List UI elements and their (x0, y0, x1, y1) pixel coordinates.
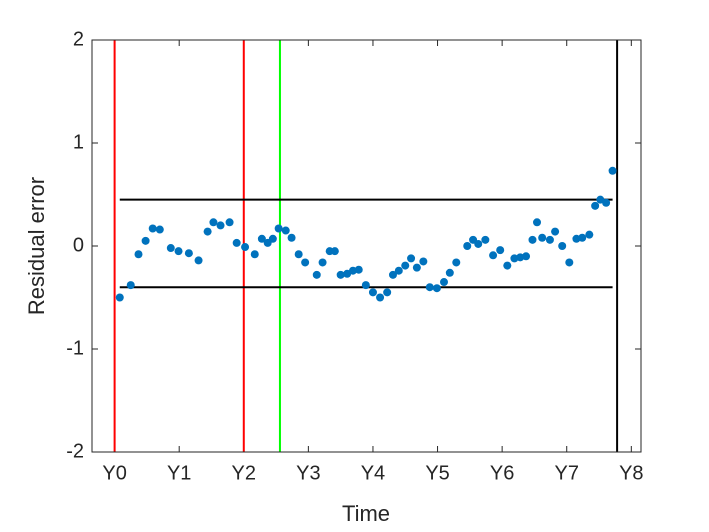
point (318, 258, 327, 267)
point (591, 201, 600, 210)
point (489, 251, 498, 260)
point (503, 261, 512, 270)
point (301, 258, 310, 267)
x-tick-label: Y6 (490, 462, 514, 484)
x-tick-label: Y4 (361, 462, 385, 484)
point (551, 227, 560, 236)
point (294, 250, 303, 259)
y-tick-label: 0 (73, 234, 84, 256)
point (281, 226, 290, 235)
point (376, 293, 385, 302)
point (250, 250, 259, 259)
x-tick-label: Y5 (425, 462, 449, 484)
point (608, 166, 617, 175)
point (394, 266, 403, 275)
point (585, 230, 594, 239)
y-axis-label: Residual error (24, 177, 49, 315)
point (274, 224, 283, 233)
point (528, 235, 537, 244)
point (126, 281, 135, 290)
point (361, 281, 370, 290)
x-tick-label: Y2 (232, 462, 256, 484)
point (463, 242, 472, 250)
point (148, 224, 157, 233)
point (216, 221, 225, 230)
point (388, 270, 397, 279)
point (368, 288, 377, 297)
point (383, 288, 392, 297)
point (134, 250, 143, 259)
x-tick-label: Y3 (296, 462, 320, 484)
point (565, 258, 574, 267)
point (241, 243, 250, 252)
y-tick-label: -2 (66, 440, 84, 462)
point (533, 218, 542, 227)
point (166, 244, 175, 253)
point (445, 268, 454, 277)
point (432, 284, 441, 293)
y-tick-label: 1 (73, 131, 84, 153)
x-tick-label: Y7 (554, 462, 578, 484)
point (602, 198, 611, 207)
point (203, 227, 212, 236)
point (545, 235, 554, 244)
point (287, 233, 296, 242)
y-tick-label: -1 (66, 337, 84, 359)
point (209, 218, 218, 227)
point (268, 234, 277, 243)
point (425, 283, 434, 292)
y-tick-label: 2 (73, 28, 84, 50)
point (257, 234, 266, 243)
point (225, 218, 234, 227)
x-tick-label: Y1 (167, 462, 191, 484)
point (232, 238, 241, 247)
point (312, 270, 321, 279)
point (401, 261, 410, 270)
point (440, 278, 449, 287)
axes-box (91, 39, 642, 453)
point (578, 233, 587, 242)
point (336, 270, 345, 279)
plot-area (92, 40, 641, 452)
x-axis-label: Time (342, 501, 390, 526)
point (184, 249, 193, 258)
point (481, 235, 490, 244)
point (412, 263, 421, 272)
point (330, 247, 339, 256)
point (115, 293, 124, 302)
point (558, 242, 567, 250)
point (174, 247, 183, 256)
point (141, 236, 150, 245)
point (407, 254, 416, 263)
x-tick-label: Y8 (619, 462, 643, 484)
point (522, 252, 531, 261)
point (474, 239, 483, 248)
point (496, 246, 505, 255)
x-tick-label: Y0 (102, 462, 126, 484)
point (538, 233, 547, 242)
point (419, 257, 428, 266)
point (354, 265, 363, 274)
point (452, 258, 461, 267)
point (155, 225, 164, 234)
point (194, 256, 203, 265)
